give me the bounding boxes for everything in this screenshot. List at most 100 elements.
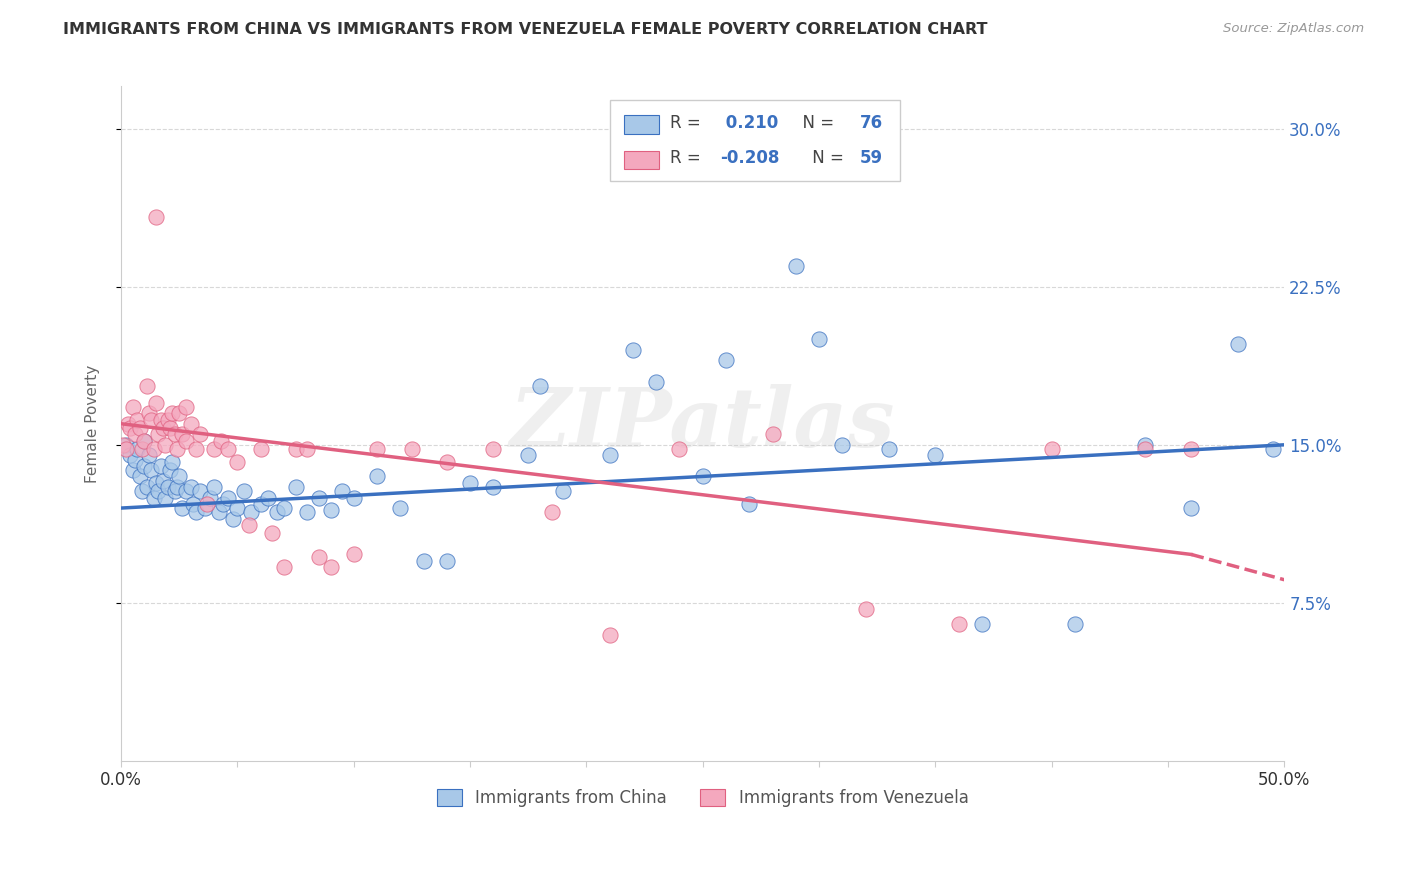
Point xyxy=(297,505,319,519)
Point xyxy=(148,484,170,499)
Point xyxy=(226,455,249,469)
Point xyxy=(238,517,260,532)
Point xyxy=(121,463,143,477)
Point xyxy=(194,501,217,516)
Point xyxy=(134,434,156,448)
Text: ZIPatlas: ZIPatlas xyxy=(510,384,896,464)
Point xyxy=(188,484,211,499)
Point xyxy=(162,455,184,469)
Text: Source: ZipAtlas.com: Source: ZipAtlas.com xyxy=(1223,22,1364,36)
Point xyxy=(180,480,202,494)
Point xyxy=(212,497,235,511)
Point xyxy=(152,474,174,488)
Point xyxy=(180,417,202,431)
Point xyxy=(1261,442,1284,456)
Point xyxy=(138,406,160,420)
Point xyxy=(128,421,150,435)
Point xyxy=(458,475,481,490)
Point xyxy=(170,501,193,516)
Point xyxy=(184,442,207,456)
Point xyxy=(308,549,330,564)
Point xyxy=(174,484,197,499)
Point xyxy=(174,434,197,448)
Point xyxy=(877,442,900,456)
Point xyxy=(155,491,177,505)
Point xyxy=(1226,336,1249,351)
Point xyxy=(761,427,783,442)
Point xyxy=(553,484,575,499)
Point xyxy=(152,421,174,435)
Point xyxy=(138,448,160,462)
Point xyxy=(134,434,156,448)
Text: R =: R = xyxy=(671,149,706,167)
Point xyxy=(198,491,221,505)
Text: N =: N = xyxy=(793,113,839,131)
Text: IMMIGRANTS FROM CHINA VS IMMIGRANTS FROM VENEZUELA FEMALE POVERTY CORRELATION CH: IMMIGRANTS FROM CHINA VS IMMIGRANTS FROM… xyxy=(63,22,988,37)
Point xyxy=(249,442,271,456)
Point xyxy=(174,400,197,414)
Point xyxy=(343,491,366,505)
Point xyxy=(1180,501,1202,516)
Point xyxy=(114,442,136,456)
Text: R =: R = xyxy=(671,113,706,131)
Point xyxy=(156,480,179,494)
Point xyxy=(401,442,423,456)
Point xyxy=(184,505,207,519)
Point xyxy=(240,505,263,519)
Point xyxy=(1133,442,1156,456)
Point xyxy=(222,511,245,525)
Point xyxy=(195,497,218,511)
Point xyxy=(343,548,366,562)
Point xyxy=(145,210,167,224)
Point xyxy=(209,434,232,448)
Text: -0.208: -0.208 xyxy=(720,149,779,167)
FancyBboxPatch shape xyxy=(624,115,658,134)
Point xyxy=(621,343,644,357)
Point xyxy=(482,442,505,456)
Point xyxy=(202,442,225,456)
Text: 76: 76 xyxy=(859,113,883,131)
Point xyxy=(142,442,165,456)
Point xyxy=(166,442,188,456)
Point xyxy=(529,378,551,392)
Point xyxy=(1180,442,1202,456)
Point xyxy=(645,375,668,389)
Point xyxy=(714,353,737,368)
Point xyxy=(249,497,271,511)
Point xyxy=(226,501,249,516)
Point xyxy=(256,491,278,505)
Point xyxy=(319,560,342,574)
Point xyxy=(668,442,690,456)
Point xyxy=(112,438,135,452)
Point xyxy=(188,427,211,442)
Point xyxy=(217,442,239,456)
Point xyxy=(436,554,458,568)
Point xyxy=(202,480,225,494)
FancyBboxPatch shape xyxy=(624,151,658,169)
Point xyxy=(217,491,239,505)
Point xyxy=(948,617,970,632)
Point xyxy=(482,480,505,494)
Point xyxy=(135,480,157,494)
Point xyxy=(297,442,319,456)
Point xyxy=(166,480,188,494)
Point xyxy=(412,554,434,568)
Point xyxy=(266,505,288,519)
Point xyxy=(389,501,412,516)
Point xyxy=(785,259,807,273)
Point xyxy=(181,497,204,511)
Point xyxy=(599,627,621,641)
Point xyxy=(308,491,330,505)
Point xyxy=(117,417,139,431)
Point xyxy=(114,438,136,452)
Point xyxy=(156,412,179,426)
Point xyxy=(163,484,186,499)
Point xyxy=(134,458,156,473)
Point xyxy=(127,442,149,456)
Point xyxy=(120,448,142,462)
Point xyxy=(273,560,295,574)
Point xyxy=(273,501,295,516)
Text: N =: N = xyxy=(807,149,849,167)
Point xyxy=(233,484,256,499)
Point xyxy=(159,463,181,477)
